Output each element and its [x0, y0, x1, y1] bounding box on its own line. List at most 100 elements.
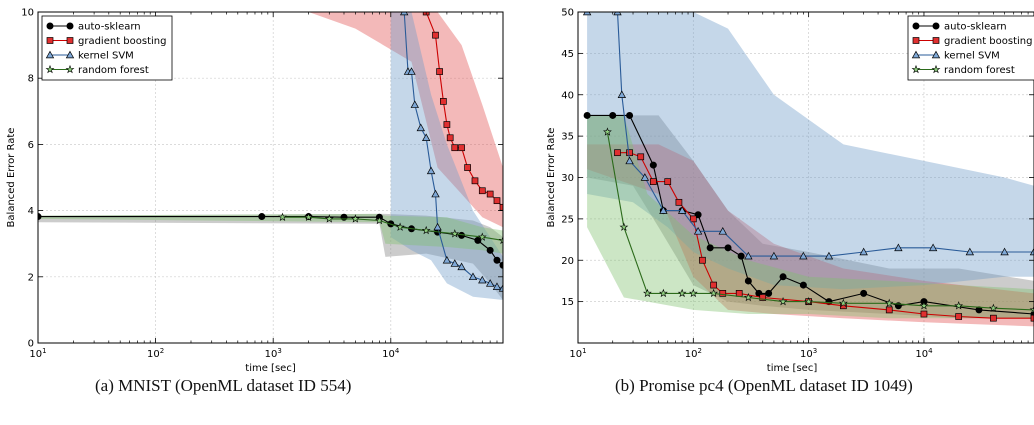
legend-auto-sklearn-point: [66, 22, 74, 30]
legend-label-auto-sklearn: auto-sklearn: [944, 22, 1007, 33]
gradient-boosting-point: [443, 121, 451, 128]
kernel-svm-point: [625, 156, 634, 165]
kernel-svm-point: [478, 275, 487, 284]
legend-random-forest-point: [911, 64, 921, 74]
legend-label-random-forest: random forest: [944, 65, 1015, 76]
random-forest-point: [603, 127, 612, 136]
kernel-svm-point: [677, 206, 687, 214]
kernel-svm-point: [744, 251, 753, 260]
random-forest-point: [450, 229, 460, 238]
legend-gradient-boosting-point: [932, 37, 940, 44]
ticks: 101 102 103 104 15 20 25 30 35 40 45 50: [561, 8, 1034, 360]
auto-sklearn-point: [609, 111, 617, 119]
gradient-boosting-point: [446, 134, 454, 142]
random-forest-point: [954, 301, 964, 310]
kernel-svm-point: [859, 247, 868, 256]
y-tick-label: 2: [28, 272, 34, 283]
legend-gradient-boosting-point: [46, 37, 54, 44]
x-tick-label: 103: [800, 347, 817, 360]
y-axis-label: Balanced Error Rate: [546, 128, 557, 228]
gradient-boosting-point: [1030, 314, 1034, 322]
random-forest-point: [619, 222, 629, 231]
y-tick-label: 0: [28, 339, 34, 350]
legend-random-forest-point: [65, 64, 75, 74]
bands: [38, 12, 503, 300]
y-tick-label: 10: [21, 8, 34, 19]
legend-label-kernel-svm: kernel SVM: [944, 51, 1000, 62]
y-tick-label: 30: [561, 173, 574, 184]
legend-kernel-svm-point: [45, 50, 55, 59]
x-axis-label: time [sec]: [245, 363, 296, 374]
random-forest-band: [38, 213, 503, 254]
auto-sklearn-point: [779, 273, 787, 281]
auto-sklearn-point: [649, 161, 657, 169]
legend-label-kernel-svm: kernel SVM: [78, 51, 134, 62]
auto-sklearn-point: [626, 111, 634, 119]
auto-sklearn-point: [799, 281, 807, 289]
legend-auto-sklearn-point: [46, 22, 54, 30]
random-forest-point: [677, 288, 687, 298]
random-forest-line: [282, 216, 503, 241]
gradient-boosting-band: [587, 144, 1034, 327]
auto-sklearn-point: [258, 213, 266, 221]
gradient-boosting-point: [689, 215, 697, 223]
legend: auto-sklearn gradient boosting kernel SVM r…: [41, 15, 173, 81]
x-axis-label: time [sec]: [767, 363, 818, 374]
random-forest-point: [1029, 305, 1034, 314]
y-tick-label: 4: [28, 206, 34, 217]
gradient-boosting-point: [478, 187, 486, 195]
random-forest-point: [919, 301, 929, 310]
kernel-svm-point: [450, 259, 459, 267]
kernel-svm-point: [442, 255, 452, 264]
kernel-svm-point: [1000, 247, 1009, 256]
gradient-boosting-point: [626, 149, 633, 157]
y-tick-label: 45: [561, 49, 574, 60]
random-forest-point: [395, 222, 405, 231]
random-forest-point: [804, 296, 814, 306]
x-tick-label: 104: [915, 347, 933, 360]
kernel-svm-point: [421, 133, 431, 142]
gradient-boosting-band: [308, 12, 503, 228]
random-forest-point: [477, 232, 487, 241]
gradient-boosting-point: [699, 256, 706, 264]
auto-sklearn-point: [724, 244, 732, 252]
kernel-svm-point: [457, 262, 466, 271]
random-forest-point: [278, 212, 287, 221]
auto-sklearn-point: [737, 252, 745, 260]
random-forest-point: [838, 298, 848, 308]
kernel-svm-band: [390, 12, 503, 300]
y-axis-label: Balanced Error Rate: [6, 128, 17, 228]
kernel-svm-point: [410, 100, 419, 108]
kernel-svm-point: [928, 243, 938, 252]
gradient-boosting-point: [637, 153, 645, 161]
x-tick-label: 103: [265, 347, 282, 360]
series-lines: [582, 12, 1034, 322]
random-forest-band: [587, 115, 1034, 319]
x-tick-label: 101: [569, 347, 586, 360]
kernel-svm-point: [416, 123, 425, 132]
legend-auto-sklearn-point: [932, 22, 940, 30]
random-forest-point: [988, 303, 998, 312]
kernel-svm-band: [587, 12, 1034, 290]
chart-promise-pc4: 101 102 103 104 15 20 25 30 35 40 45 50 time [sec] Ba…: [546, 8, 1034, 374]
random-forest-line: [606, 131, 1034, 311]
bands: [587, 12, 1034, 327]
gradient-boosting-point: [990, 314, 997, 322]
random-forest-point: [709, 288, 719, 298]
gradient-boosting-point: [759, 294, 767, 301]
gradient-boosting-point: [432, 31, 439, 39]
gradient-boosting-point: [493, 197, 501, 205]
legend: auto-sklearn gradient boosting kernel SVM r…: [907, 15, 1034, 81]
gradient-boosting-point: [710, 281, 717, 289]
kernel-svm-point: [894, 243, 903, 252]
x-tick-label: 102: [147, 347, 164, 360]
gradient-boosting-point: [614, 149, 621, 157]
random-forest-point: [498, 235, 503, 245]
random-forest-point: [350, 214, 360, 223]
kernel-svm-point: [433, 222, 442, 231]
caption-promise-pc4: (b) Promise pc4 (OpenML dataset ID 1049): [615, 376, 913, 395]
kernel-svm-point: [426, 166, 436, 175]
y-tick-label: 25: [561, 214, 574, 225]
kernel-svm-point: [640, 173, 650, 181]
